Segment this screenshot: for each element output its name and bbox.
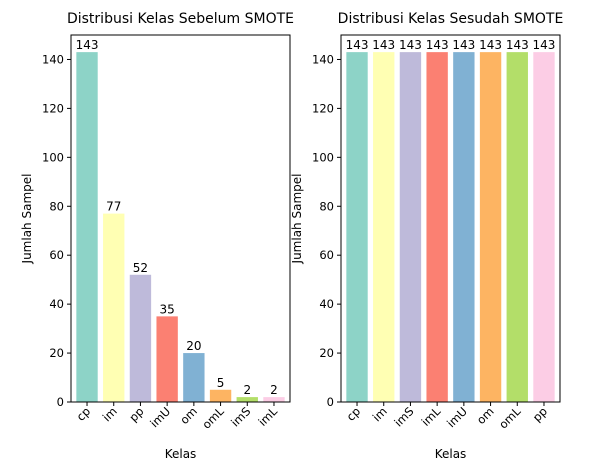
bar-pp — [129, 274, 152, 402]
data-label-imL: 2 — [270, 383, 278, 397]
bar-pp — [533, 52, 555, 402]
y-tick-label: 140 — [312, 52, 334, 66]
bar-omL — [209, 389, 232, 402]
x-tick-label-imU: imU — [147, 404, 173, 430]
y-tick-label: 120 — [42, 101, 64, 115]
x-tick-label-cp: cp — [344, 404, 364, 424]
data-label-imU: 35 — [160, 302, 175, 316]
y-tick-label: 80 — [49, 199, 64, 213]
y-tick-label: 120 — [312, 101, 334, 115]
y-tick-label: 40 — [49, 297, 64, 311]
data-label-omL: 143 — [506, 38, 529, 52]
x-tick-label-cp: cp — [74, 404, 94, 424]
data-label-imL: 143 — [426, 38, 449, 52]
bar-imL — [426, 52, 448, 402]
y-tick-label: 0 — [57, 395, 64, 409]
data-label-omL: 5 — [217, 376, 225, 390]
chart-title: Distribusi Kelas Sesudah SMOTE — [338, 11, 564, 27]
data-label-imU: 143 — [452, 38, 475, 52]
x-tick-label-imL: imL — [255, 404, 280, 429]
x-axis-label: Kelas — [165, 447, 197, 461]
data-label-imS: 143 — [399, 38, 422, 52]
bar-imS — [399, 52, 422, 402]
x-axis-label: Kelas — [435, 447, 467, 461]
bar-imU — [156, 316, 178, 402]
y-axis-label: Jumlah Sampel — [290, 174, 304, 265]
data-label-pp: 52 — [133, 261, 148, 275]
bar-cp — [76, 52, 98, 402]
x-tick-label-im: im — [370, 404, 390, 424]
x-tick-label-pp: pp — [530, 404, 550, 424]
data-label-im: 77 — [106, 200, 121, 214]
y-tick-label: 0 — [327, 395, 334, 409]
bar-om — [183, 353, 205, 402]
data-label-cp: 143 — [76, 38, 99, 52]
plot-frame — [70, 34, 291, 403]
x-tick-label-imL: imL — [419, 404, 444, 429]
y-tick-label: 140 — [42, 52, 64, 66]
data-label-im: 143 — [372, 38, 395, 52]
bar-im — [103, 213, 125, 402]
bar-im — [373, 52, 395, 402]
x-tick-label-imU: imU — [444, 404, 470, 430]
y-tick-label: 60 — [49, 248, 64, 262]
data-label-pp: 143 — [533, 38, 556, 52]
bar-imU — [453, 52, 475, 402]
y-tick-label: 80 — [319, 199, 334, 213]
x-tick-label-om: om — [177, 404, 200, 427]
x-tick-label-im: im — [100, 404, 120, 424]
x-tick-label-omL: omL — [496, 404, 524, 432]
y-tick-label: 20 — [49, 346, 64, 360]
bar-cp — [346, 52, 368, 402]
bar-omL — [506, 52, 528, 402]
data-label-om: 143 — [479, 38, 502, 52]
y-tick-label: 100 — [312, 150, 334, 164]
data-label-om: 20 — [186, 339, 201, 353]
chart-before-smote: Distribusi Kelas Sebelum SMOTE1437752352… — [20, 11, 294, 461]
chart-title: Distribusi Kelas Sebelum SMOTE — [67, 11, 294, 27]
plot-frame — [340, 34, 561, 403]
y-tick-label: 100 — [42, 150, 64, 164]
y-tick-label: 20 — [319, 346, 334, 360]
y-tick-label: 60 — [319, 248, 334, 262]
data-label-imS: 2 — [243, 383, 251, 397]
y-tick-label: 40 — [319, 297, 334, 311]
bar-imS — [236, 397, 258, 402]
bar-imL — [263, 397, 285, 402]
data-label-cp: 143 — [346, 38, 369, 52]
x-tick-label-imS: imS — [391, 404, 416, 429]
x-tick-label-pp: pp — [126, 404, 146, 424]
bar-om — [479, 52, 502, 402]
y-axis-label: Jumlah Sampel — [20, 174, 34, 265]
x-tick-label-om: om — [474, 404, 497, 427]
x-tick-label-imS: imS — [228, 404, 253, 429]
x-tick-label-omL: omL — [199, 404, 227, 432]
